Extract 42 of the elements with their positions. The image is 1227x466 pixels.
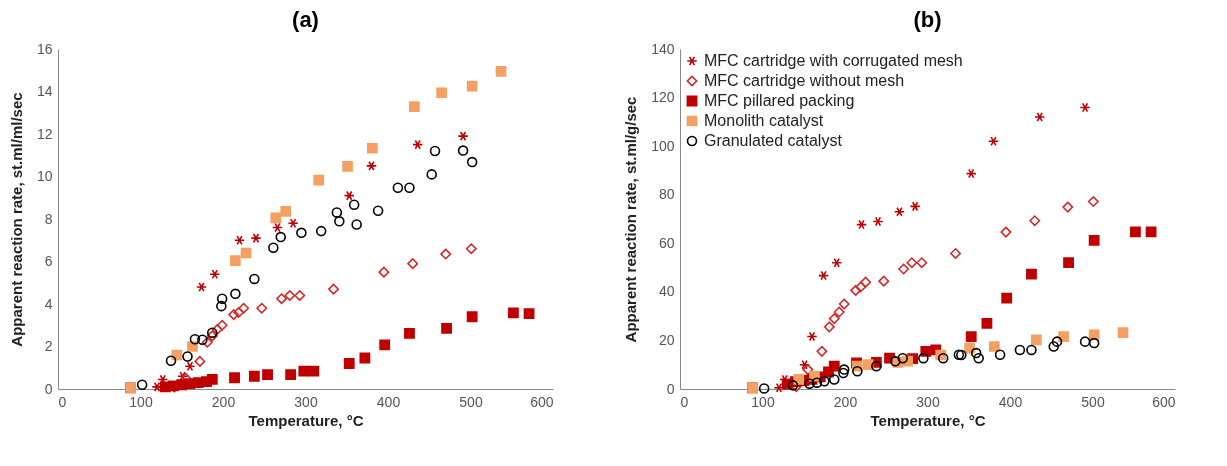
y-tick-label: 12	[36, 125, 53, 142]
x-tick-label: 300	[916, 393, 940, 410]
y-tick-label: 0	[666, 380, 675, 397]
x-tick-label: 400	[376, 393, 401, 410]
y-tick-label: 20	[658, 331, 675, 348]
x-tick-label: 400	[998, 393, 1023, 410]
y-tick-label: 60	[658, 234, 675, 251]
y-tick-label: 10	[36, 168, 53, 184]
x-tick-label: 0	[58, 393, 67, 410]
y-tick-label: 120	[651, 89, 675, 106]
y-axis-title: Apparent reaction rate, st.ml/ml/sec	[7, 92, 25, 347]
y-tick-label: 2	[44, 338, 53, 354]
y-tick-label: 140	[651, 40, 675, 57]
legend-label: MFC pillared packing	[704, 92, 855, 109]
y-tick-label: 4	[44, 295, 53, 312]
legend-label: MFC cartridge without mesh	[704, 72, 905, 89]
y-tick-label: 0	[44, 380, 53, 397]
x-tick-label: 100	[751, 393, 775, 410]
x-axis-title: Temperature, °C	[248, 411, 364, 429]
x-tick-label: 300	[294, 393, 318, 410]
x-tick-label: 500	[1081, 393, 1105, 410]
x-tick-label: 200	[833, 393, 858, 410]
chart-title: (a)	[292, 7, 319, 32]
y-tick-label: 40	[658, 283, 675, 300]
legend-label: MFC cartridge with corrugated mesh	[704, 52, 963, 69]
legend-label: Monolith catalyst	[704, 112, 824, 129]
y-tick-label: 100	[651, 137, 675, 154]
y-axis-title: Apparent reaction rate, st.ml/g/sec	[622, 96, 640, 343]
x-tick-label: 500	[459, 393, 483, 410]
y-tick-label: 6	[44, 253, 53, 269]
x-tick-label: 0	[680, 393, 689, 410]
x-axis-title: Temperature, °C	[870, 411, 986, 429]
y-tick-label: 80	[658, 186, 675, 203]
x-tick-label: 200	[211, 393, 236, 410]
x-tick-label: 600	[530, 393, 554, 410]
chart-title: (b)	[913, 7, 942, 32]
x-tick-label: 600	[1152, 393, 1176, 410]
legend-label: Granulated catalyst	[704, 132, 843, 149]
y-tick-label: 14	[36, 83, 53, 99]
y-tick-label: 8	[44, 210, 53, 227]
x-tick-label: 100	[129, 393, 153, 410]
y-tick-label: 16	[36, 40, 53, 57]
